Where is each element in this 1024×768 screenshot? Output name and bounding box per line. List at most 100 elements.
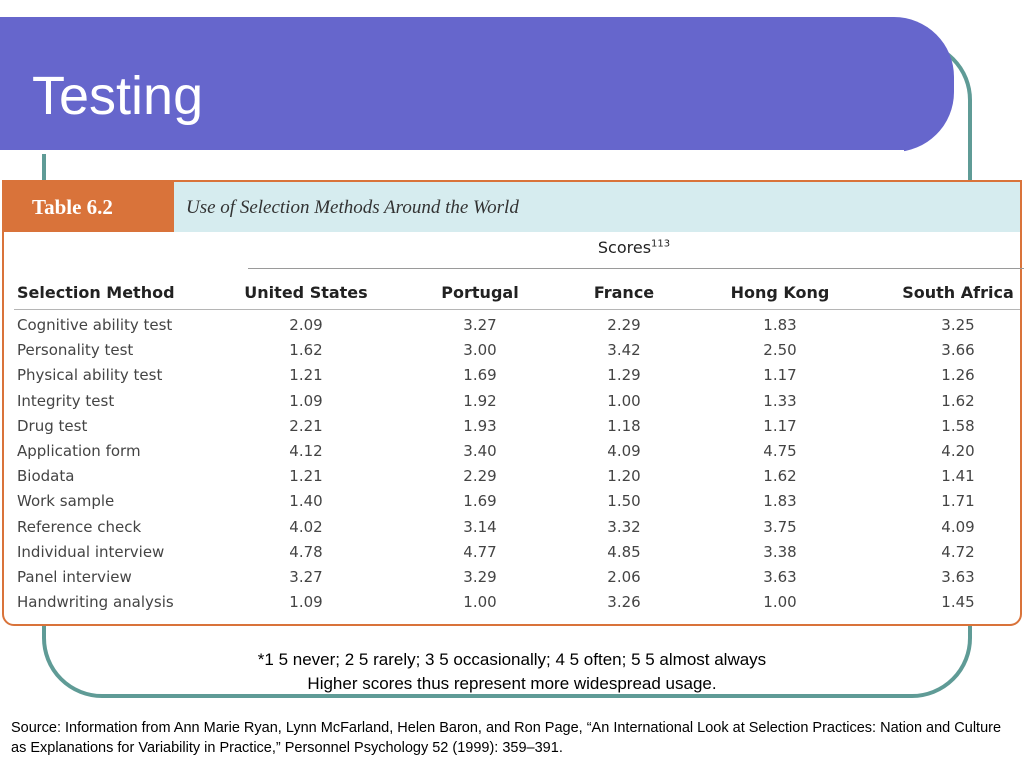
row-value: 3.66: [941, 341, 975, 360]
table-number: Table 6.2: [4, 182, 174, 232]
row-value: 1.17: [763, 366, 797, 385]
table-row: Drug test 2.21 1.93 1.18 1.17 1.58: [4, 414, 1020, 439]
row-value: 3.63: [941, 567, 975, 586]
row-value: 4.09: [607, 441, 641, 460]
row-value: 4.20: [941, 441, 975, 460]
scale-note-line2: Higher scores thus represent more widesp…: [307, 674, 717, 693]
row-value: 1.45: [941, 593, 975, 612]
scores-header: Scores113: [246, 238, 1022, 257]
table-card: Table 6.2 Use of Selection Methods Aroun…: [2, 180, 1024, 626]
table-row: Cognitive ability test 2.09 3.27 2.29 1.83 3.…: [4, 313, 1020, 338]
row-value: 1.00: [463, 593, 497, 612]
title-underline: [0, 150, 904, 154]
row-method: Work sample: [17, 492, 115, 511]
row-value: 2.09: [289, 316, 323, 334]
row-value: 1.21: [289, 366, 323, 385]
table-row: Application form 4.12 3.40 4.09 4.75 4.20: [4, 439, 1020, 464]
row-method: Handwriting analysis: [17, 593, 174, 612]
row-value: 3.26: [607, 593, 641, 612]
row-value: 1.83: [763, 492, 797, 511]
row-value: 1.62: [941, 391, 975, 410]
row-value: 1.33: [763, 391, 797, 410]
row-value: 3.00: [463, 341, 497, 360]
slide-title: Testing: [32, 66, 204, 126]
row-value: 1.83: [763, 316, 797, 334]
table-row: Personality test 1.62 3.00 3.42 2.50 3.66: [4, 338, 1020, 363]
scale-note-line1: *1 5 never; 2 5 rarely; 3 5 occasionally…: [257, 650, 767, 669]
source-citation: Source: Information from Ann Marie Ryan,…: [11, 720, 1002, 756]
scores-footnote: 113: [651, 238, 671, 250]
table-row: Biodata 1.21 2.29 1.20 1.62 1.41: [4, 464, 1020, 489]
row-value: 2.06: [607, 567, 641, 586]
table-row: Work sample 1.40 1.69 1.50 1.83 1.71: [4, 489, 1020, 514]
row-value: 1.40: [289, 492, 323, 511]
row-value: 1.00: [607, 391, 641, 410]
row-value: 1.09: [289, 593, 323, 612]
table-caption: Use of Selection Methods Around the Worl…: [186, 197, 519, 218]
row-value: 2.21: [289, 416, 323, 435]
row-value: 1.29: [607, 366, 641, 385]
table-row: Physical ability test 1.21 1.69 1.29 1.17 1.2…: [4, 363, 1020, 388]
row-value: 1.62: [763, 467, 797, 486]
row-value: 1.93: [463, 416, 497, 435]
row-value: 4.12: [289, 441, 323, 460]
table-row: Reference check 4.02 3.14 3.32 3.75 4.09: [4, 515, 1020, 540]
row-value: 1.09: [289, 391, 323, 410]
row-value: 3.63: [763, 567, 797, 586]
row-value: 3.29: [463, 567, 497, 586]
row-value: 1.26: [941, 366, 975, 385]
row-value: 1.92: [463, 391, 497, 410]
table-row: Handwriting analysis 1.09 1.00 3.26 1.00 1.45: [4, 590, 1020, 615]
row-value: 3.38: [763, 542, 797, 561]
table-row: Individual interview 4.78 4.77 4.85 3.38 4.72: [4, 540, 1020, 565]
row-value: 3.32: [607, 517, 641, 536]
row-method: Cognitive ability test: [17, 316, 173, 334]
table-row: Panel interview 3.27 3.29 2.06 3.63 3.63: [4, 565, 1020, 590]
column-header-us: United States: [244, 283, 368, 302]
row-value: 2.29: [463, 467, 497, 486]
row-value: 1.20: [607, 467, 641, 486]
scale-note: *1 5 never; 2 5 rarely; 3 5 occasionally…: [0, 648, 1024, 696]
row-value: 1.62: [289, 341, 323, 360]
row-method: Personality test: [17, 341, 134, 360]
row-method: Individual interview: [17, 542, 165, 561]
scores-label: Scores: [597, 238, 652, 257]
row-value: 4.75: [763, 441, 797, 460]
row-method: Physical ability test: [17, 366, 163, 385]
table-row: Integrity test 1.09 1.92 1.00 1.33 1.62: [4, 389, 1020, 414]
row-value: 3.42: [607, 341, 641, 360]
row-value: 4.78: [289, 542, 323, 561]
row-method: Reference check: [17, 517, 142, 536]
row-value: 3.25: [941, 316, 975, 334]
row-method: Biodata: [17, 467, 75, 486]
row-value: 1.21: [289, 467, 323, 486]
row-value: 3.40: [463, 441, 497, 460]
header-divider: [14, 309, 1020, 310]
title-banner: Testing: [0, 17, 954, 154]
row-value: 3.27: [289, 567, 323, 586]
row-value: 3.27: [463, 316, 497, 334]
row-value: 3.14: [463, 517, 497, 536]
row-value: 1.18: [607, 416, 641, 435]
row-value: 1.58: [941, 416, 975, 435]
row-value: 1.00: [763, 593, 797, 612]
row-value: 1.17: [763, 416, 797, 435]
row-method: Application form: [17, 441, 141, 460]
column-header-portugal: Portugal: [441, 283, 519, 302]
row-value: 4.85: [607, 542, 641, 561]
row-value: 1.71: [941, 492, 975, 511]
column-header-hong-kong: Hong Kong: [730, 283, 830, 302]
row-value: 1.69: [463, 492, 497, 511]
row-method: Integrity test: [17, 391, 115, 410]
column-header-method: Selection Method: [17, 283, 175, 302]
scores-divider: [248, 268, 1024, 269]
column-header-france: France: [593, 283, 655, 302]
row-value: 2.29: [607, 316, 641, 334]
row-value: 1.41: [941, 467, 975, 486]
row-value: 1.69: [463, 366, 497, 385]
table-body: Cognitive ability test 2.09 3.27 2.29 1.83 3.…: [4, 313, 1020, 615]
row-value: 4.72: [941, 542, 975, 561]
row-method: Drug test: [17, 416, 88, 435]
row-value: 4.02: [289, 517, 323, 536]
row-value: 4.09: [941, 517, 975, 536]
